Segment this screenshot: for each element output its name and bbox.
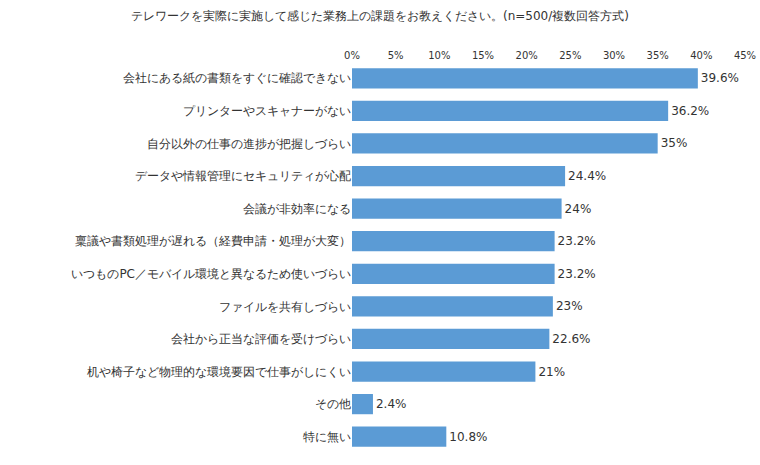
svg-text:45%: 45% [734,50,756,61]
svg-text:机や椅子など物理的な環境要因で仕事がしにくい: 机や椅子など物理的な環境要因で仕事がしにくい [87,365,351,379]
svg-text:いつものPC／モバイル環境と異なるため使いづらい: いつものPC／モバイル環境と異なるため使いづらい [71,267,351,281]
svg-text:会社にある紙の書類をすぐに確認できない: 会社にある紙の書類をすぐに確認できない [123,71,351,85]
svg-text:2.4%: 2.4% [376,397,407,411]
svg-text:21%: 21% [538,365,565,379]
svg-text:35%: 35% [661,136,688,150]
svg-text:稟議や書類処理が遅れる（経費申請・処理が大変）: 稟議や書類処理が遅れる（経費申請・処理が大変） [75,234,351,248]
svg-text:24%: 24% [565,202,592,216]
svg-text:15%: 15% [472,50,494,61]
svg-text:23.2%: 23.2% [558,234,596,248]
svg-text:テレワークを実際に実施して感じた業務上の課題をお教えください: テレワークを実際に実施して感じた業務上の課題をお教えください。(n=500/複数… [131,9,629,23]
svg-text:0%: 0% [344,50,360,61]
svg-text:自分以外の仕事の進捗が把握しづらい: 自分以外の仕事の進捗が把握しづらい [147,137,351,151]
svg-text:10%: 10% [428,50,450,61]
svg-text:40%: 40% [690,50,712,61]
svg-text:23.2%: 23.2% [558,267,596,281]
svg-text:10.8%: 10.8% [449,430,487,444]
svg-text:プリンターやスキャナーがない: プリンターやスキャナーがない [183,104,351,118]
svg-text:5%: 5% [388,50,404,61]
svg-text:23%: 23% [556,299,583,313]
svg-text:24.4%: 24.4% [568,169,606,183]
svg-text:ファイルを共有しづらい: ファイルを共有しづらい [219,300,351,314]
svg-text:会議が非効率になる: 会議が非効率になる [243,202,351,216]
svg-text:30%: 30% [603,50,625,61]
svg-text:特に無い: 特に無い [303,430,351,444]
svg-text:データや情報管理にセキュリティが心配: データや情報管理にセキュリティが心配 [135,169,351,183]
svg-text:36.2%: 36.2% [671,104,709,118]
svg-text:その他: その他 [315,397,351,411]
svg-text:25%: 25% [559,50,581,61]
svg-text:会社から正当な評価を受けづらい: 会社から正当な評価を受けづらい [171,332,351,346]
svg-text:35%: 35% [647,50,669,61]
svg-text:20%: 20% [516,50,538,61]
svg-text:39.6%: 39.6% [701,71,739,85]
svg-text:22.6%: 22.6% [552,332,590,346]
